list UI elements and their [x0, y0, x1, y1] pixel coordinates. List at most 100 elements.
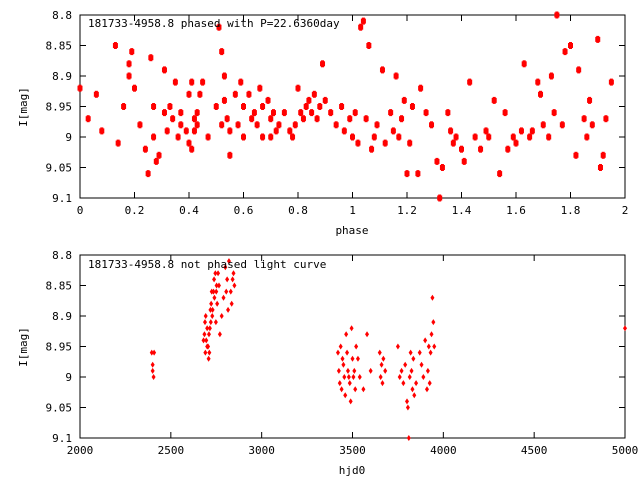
data-point	[345, 367, 350, 374]
data-point	[231, 270, 236, 277]
data-point-cross	[269, 115, 273, 123]
data-point	[206, 343, 211, 350]
data-point-cross	[236, 121, 240, 129]
data-point	[216, 270, 221, 277]
data-point-cross	[361, 17, 365, 25]
data-point	[378, 374, 383, 380]
data-point-cross	[176, 133, 180, 141]
y-tick-label: 8.95	[46, 101, 73, 114]
x-tick-label: 3500	[339, 444, 366, 457]
data-point	[409, 367, 414, 374]
data-point	[349, 325, 354, 332]
data-point	[150, 361, 155, 368]
data-point-cross	[78, 84, 82, 92]
data-point-cross	[274, 127, 278, 135]
data-point-cross	[539, 90, 543, 98]
data-point-cross	[277, 121, 281, 129]
data-point-cross	[152, 133, 156, 141]
data-point	[410, 386, 415, 393]
data-point-cross	[375, 121, 379, 129]
data-point	[221, 294, 226, 301]
data-point	[203, 349, 208, 356]
x-tick-label: 4000	[430, 444, 457, 457]
data-point-cross	[192, 115, 196, 123]
data-point-cross	[217, 23, 221, 31]
data-point-cross	[391, 127, 395, 135]
data-point-cross	[255, 121, 259, 129]
data-point	[212, 294, 217, 301]
y-tick-label: 9.1	[52, 192, 72, 205]
data-point	[380, 380, 385, 387]
data-point	[215, 300, 220, 307]
data-point	[205, 325, 210, 332]
phased-plot-frame	[79, 14, 626, 199]
data-point-cross	[222, 72, 226, 80]
x-tick-label: 2000	[67, 444, 94, 457]
data-point-cross	[473, 133, 477, 141]
data-point-cross	[133, 84, 136, 92]
data-point-cross	[127, 72, 131, 80]
data-point	[347, 380, 352, 387]
data-point-cross	[440, 164, 444, 171]
data-point	[354, 343, 359, 350]
data-point-cross	[190, 145, 194, 153]
data-point-cross	[609, 78, 613, 86]
data-point-cross	[340, 103, 344, 110]
data-point-cross	[451, 139, 455, 147]
data-point-cross	[168, 103, 172, 110]
data-point-cross	[296, 84, 300, 92]
data-point-cross	[173, 78, 177, 86]
data-point-cross	[299, 109, 303, 117]
data-point-cross	[536, 78, 540, 86]
data-point-cross	[307, 96, 311, 104]
data-point	[151, 374, 156, 380]
data-point	[414, 380, 419, 387]
data-point-cross	[359, 23, 363, 31]
data-point	[230, 276, 235, 283]
data-point	[229, 300, 234, 307]
data-point-cross	[389, 109, 393, 117]
data-point	[203, 313, 208, 319]
data-point-cross	[247, 90, 251, 98]
data-point-cross	[315, 115, 319, 123]
data-point-cross	[184, 127, 188, 135]
data-point-cross	[522, 60, 526, 68]
data-point-cross	[220, 48, 224, 56]
y-tick-label: 8.8	[52, 249, 72, 262]
data-point-cross	[187, 139, 191, 147]
data-point	[350, 355, 355, 362]
data-point-cross	[138, 121, 142, 129]
data-point-cross	[454, 133, 458, 141]
data-point	[213, 270, 218, 277]
data-point-cross	[503, 109, 507, 117]
data-point	[355, 355, 360, 362]
data-point-cross	[130, 48, 134, 56]
data-point-cross	[250, 115, 254, 123]
data-point-cross	[342, 127, 346, 135]
data-point-cross	[195, 121, 199, 129]
unphased-xlabel: hjd0	[339, 464, 366, 477]
data-point	[209, 300, 214, 307]
x-tick-label: 0.2	[125, 204, 145, 217]
unphased-plot-frame	[79, 254, 626, 439]
data-point	[225, 276, 230, 283]
data-point	[211, 288, 216, 295]
data-point-cross	[370, 145, 374, 153]
data-point	[202, 331, 207, 338]
x-tick-label: 4500	[521, 444, 548, 457]
x-tick-label: 0.4	[179, 204, 199, 217]
data-point-cross	[353, 109, 357, 117]
data-point-cross	[149, 54, 153, 62]
data-point-cross	[541, 121, 545, 129]
unphased-title: 181733-4958.8 not phased light curve	[88, 258, 326, 271]
data-point	[403, 361, 408, 368]
data-point-cross	[228, 151, 232, 159]
data-point-cross	[555, 11, 559, 19]
data-point	[417, 349, 422, 356]
y-tick-label: 9.1	[52, 432, 72, 445]
data-point	[212, 276, 217, 283]
data-point-cross	[162, 109, 166, 117]
data-point-cross	[397, 133, 401, 141]
data-point-cross	[261, 103, 265, 110]
